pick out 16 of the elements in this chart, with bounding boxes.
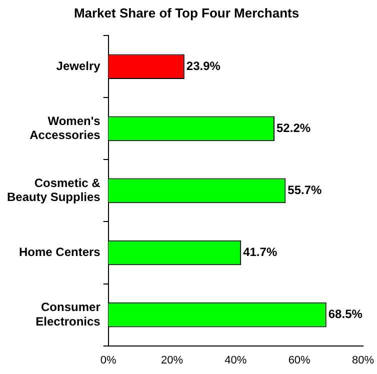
x-tick-label: 40% (224, 354, 247, 366)
x-tick-label: 80% (352, 354, 374, 366)
data-label: 23.9% (186, 58, 221, 73)
y-tick-label: Cosmetic & Beauty Supplies (7, 176, 101, 204)
y-tick-label: Women's Accessories (30, 114, 101, 142)
chart-title: Market Share of Top Four Merchants (74, 5, 300, 20)
y-tick-label: Consumer Electronics (36, 300, 101, 328)
x-tick-label: 60% (288, 354, 311, 366)
data-label: 68.5% (328, 307, 363, 322)
y-tick-label: Home Centers (19, 245, 101, 260)
data-label: 52.2% (276, 120, 311, 135)
data-label: 55.7% (288, 183, 322, 198)
data-label: 41.7% (243, 245, 278, 260)
y-tick-label: Jewelry (56, 58, 101, 73)
x-tick-label: 0% (100, 354, 117, 366)
x-tick-label: 20% (161, 354, 184, 366)
